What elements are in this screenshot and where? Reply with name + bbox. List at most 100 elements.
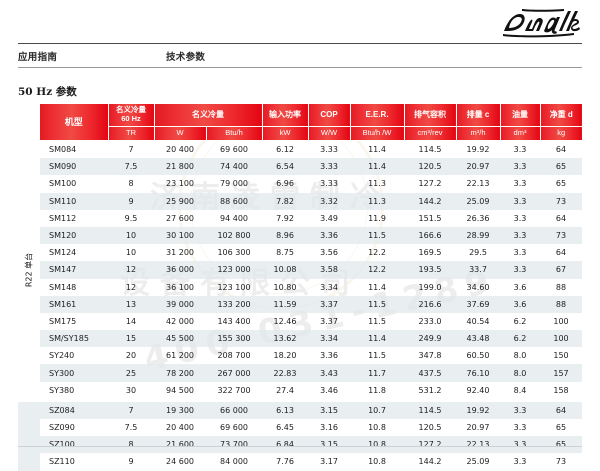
cell-value: 11.4 (350, 158, 404, 176)
cell-value: 92.40 (466, 385, 490, 395)
cell-value: 3.6 (513, 282, 527, 292)
cell-value: 3.58 (308, 261, 350, 279)
cell-value: 73 700 (206, 436, 262, 454)
table-row: SZ084 7 19 300 66 000 6.13 3.15 10.7 114.5 19.92… (18, 401, 582, 471)
cell-value: 18.20 (273, 351, 297, 361)
cell-value: 94 400 (220, 213, 248, 223)
table-row: R22 单台 SM084 7 20 400 69 600 6.12 3.33 11.4 114.… (18, 141, 582, 287)
cell-value: 65 (540, 436, 582, 454)
cell-value: 3.3 (500, 436, 540, 454)
cell-value: 6.13 (262, 401, 308, 419)
cell-value: 322 700 (217, 385, 251, 395)
cell-value: 347.8 (418, 351, 442, 361)
cell-value: 3.3 (513, 145, 527, 155)
cell-value: 79 000 (220, 179, 248, 189)
cell-value: 3.3 (500, 401, 540, 419)
table-row: SM124 10 31 200 106 300 8.75 3.56 12.2 169.5 29.… (18, 244, 582, 261)
cell-value: 106 300 (217, 248, 251, 258)
cell-value: 7 (108, 401, 154, 419)
cell-value: 19 300 (154, 401, 206, 419)
cell-value: 15 (108, 330, 154, 348)
cell-value: 9 (128, 457, 134, 467)
cell-value: 7 (128, 145, 134, 155)
cell-value: 27.4 (276, 385, 294, 395)
table-row: SM112 9.5 27 600 94 400 7.92 3.49 11.9 151.5 26.… (18, 210, 582, 227)
cell-value: 20.97 (466, 423, 490, 433)
cell-value: 12 (108, 261, 154, 279)
cell-model: SY300 (40, 364, 108, 382)
cell-value: 6.54 (262, 158, 308, 176)
cell-value: 60.50 (466, 351, 490, 361)
header-nominal-capacity-60hz-l1: 名义冷量 (116, 105, 146, 115)
cell-value: 21 800 (154, 158, 206, 176)
cell-value: 8.0 (500, 364, 540, 382)
cell-value: 158 (553, 385, 569, 395)
cell-value: 3.3 (500, 192, 540, 210)
cell-value: 3.3 (500, 158, 540, 176)
cell-value: 3.43 (308, 364, 350, 382)
cell-model: SM161 (40, 295, 108, 313)
cell-value: 7.5 (108, 158, 154, 176)
cell-value: 11.8 (368, 385, 386, 395)
cell-value: 11.59 (262, 295, 308, 313)
cell-value: 8 (128, 179, 134, 189)
header-row-units: TR W Btu/h kW W/W Btu/h /W cm³/rev m³/h … (18, 126, 582, 141)
cell-value: 64 (555, 248, 567, 258)
group-separator-cell (18, 398, 582, 402)
cell-value: 19.92 (456, 401, 500, 419)
table-row: SM120 10 30 100 102 800 8.96 3.36 11.5 166.6 28.… (18, 226, 582, 245)
cell-value: 3.34 (320, 282, 338, 292)
cell-value: 73 (540, 192, 582, 210)
cell-value: 78 200 (154, 364, 206, 382)
cell-value: 3.37 (320, 316, 338, 326)
group-rail (18, 401, 40, 471)
cell-value: 11.9 (368, 213, 386, 223)
table-body: R22 单台 SM084 7 20 400 69 600 6.12 3.33 11.4 114.… (18, 141, 582, 471)
cell-value: 199.0 (418, 282, 442, 292)
cell-value: 3.17 (320, 457, 338, 467)
cell-value: 3.34 (308, 330, 350, 348)
header-eer: E.E.R. (350, 104, 405, 127)
cell-value: 29.5 (469, 248, 487, 258)
cell-value: 11.3 (350, 192, 404, 210)
cell-value: 3.15 (308, 401, 350, 419)
cell-value: 114.5 (404, 401, 456, 419)
unit-dm3: dm³ (500, 126, 541, 141)
cell-model: SZ100 (40, 436, 108, 454)
cell-value: 166.6 (404, 226, 456, 245)
cell-value: 114.5 (418, 145, 442, 155)
cell-value: 37.69 (456, 295, 500, 313)
cell-value: 3.3 (500, 261, 540, 279)
table-row: SY380 30 94 500 322 700 27.4 3.46 11.8 531.2 92.… (18, 382, 582, 399)
cell-value: 10.7 (350, 401, 404, 419)
page-header: 应用指南 技术参数 (18, 6, 582, 68)
cell-value: 233.0 (418, 316, 442, 326)
cell-value: 61 200 (166, 351, 194, 361)
cell-model: SM100 (49, 179, 77, 189)
cell-value: 65 (555, 179, 567, 189)
cell-value: 3.3 (500, 226, 540, 245)
table-header: 机型 名义冷量 60 Hz 名义冷量 输入功率 COP E.E.R. 排气容积 … (18, 104, 582, 141)
cell-value: 127.2 (404, 436, 456, 454)
cell-value: 143 400 (217, 316, 251, 326)
header-rule-top (18, 43, 582, 44)
table-row: SM100 8 23 100 79 000 6.96 3.33 11.3 127.2 22.13… (18, 175, 582, 192)
header-rail-spacer (18, 104, 40, 141)
cell-model: SM112 (49, 213, 77, 223)
cell-value: 3.3 (513, 423, 527, 433)
cell-value: 150 (553, 351, 569, 361)
cell-value: 30 (125, 385, 137, 395)
cell-value: 3.33 (320, 145, 338, 155)
cell-model: SM148 (49, 282, 77, 292)
cell-model: SZ084 (40, 401, 108, 419)
cell-value: 11.4 (368, 145, 386, 155)
cell-value: 23 100 (166, 179, 194, 189)
cell-value: 42 000 (166, 316, 194, 326)
cell-value: 31 200 (166, 248, 194, 258)
cell-value: 11.5 (368, 316, 386, 326)
cell-model: SM/SY185 (40, 330, 108, 348)
cell-value: 8.0 (513, 351, 527, 361)
cell-value: 3.3 (513, 213, 527, 223)
cell-value: 6.2 (500, 330, 540, 348)
cell-value: 65 (540, 158, 582, 176)
